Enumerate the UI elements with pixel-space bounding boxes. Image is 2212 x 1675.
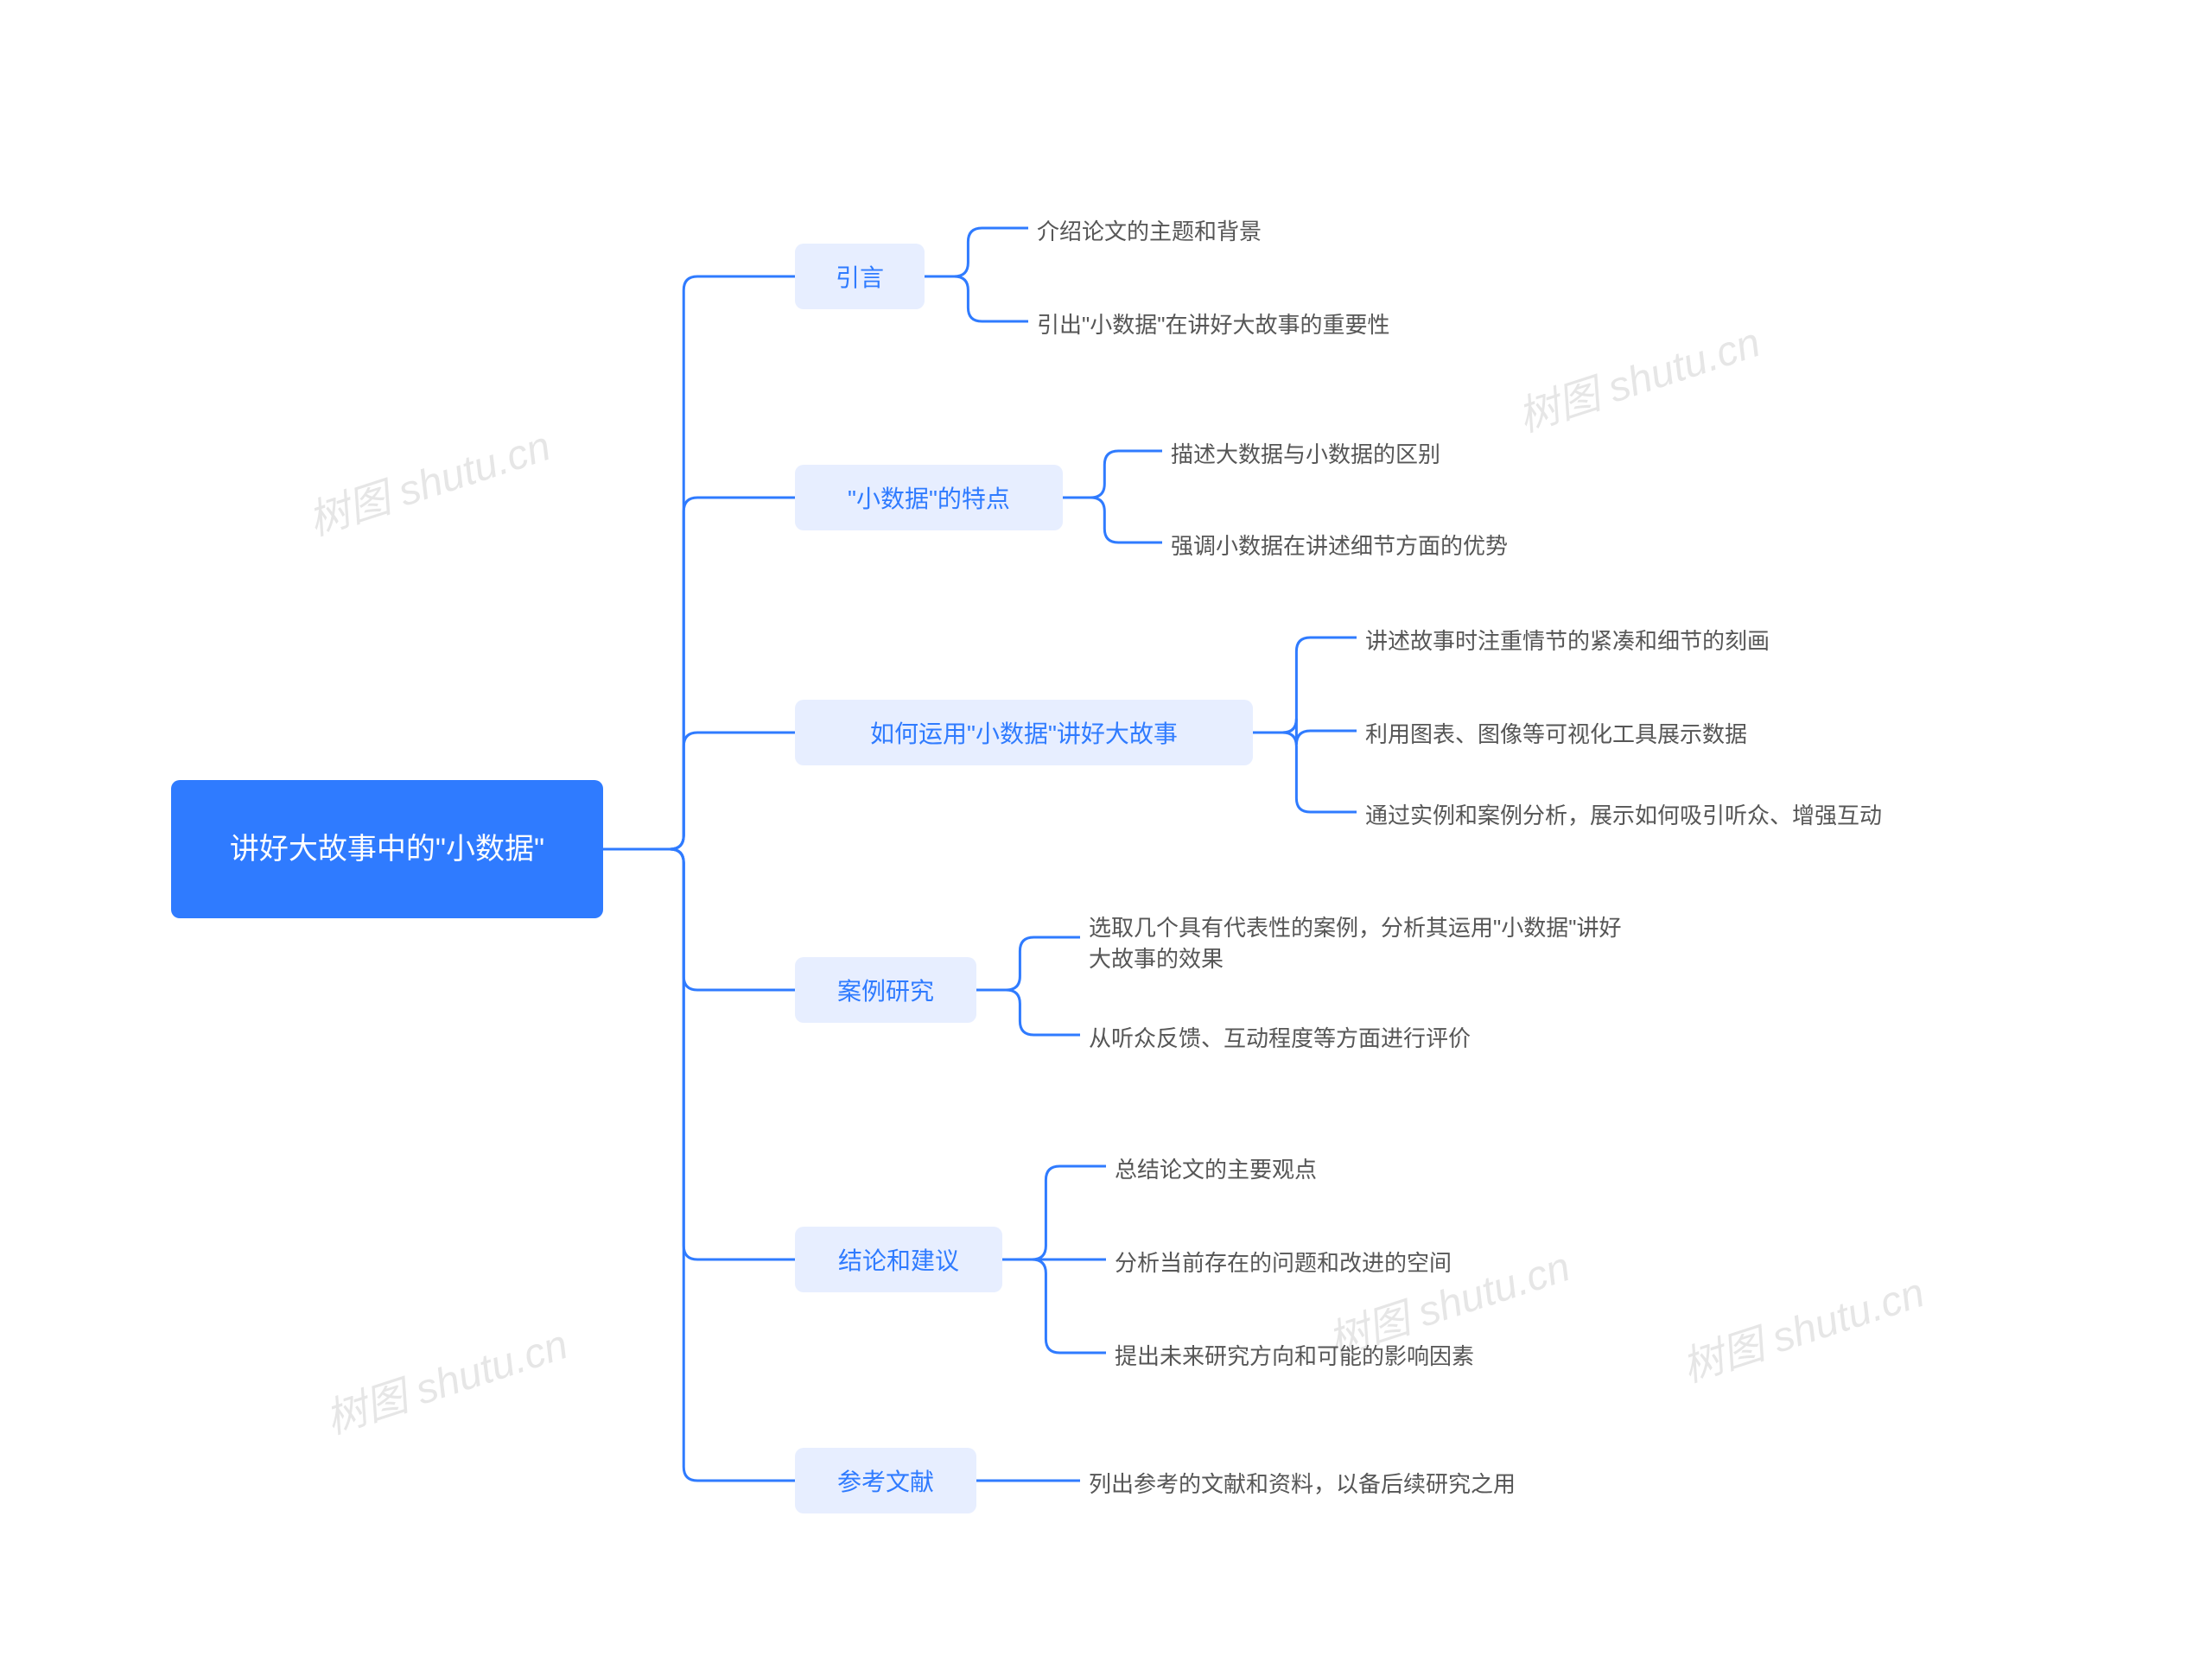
connector	[1002, 1259, 1106, 1353]
connector	[603, 849, 795, 1481]
branch-node[interactable]: "小数据"的特点	[795, 465, 1063, 530]
connector	[925, 228, 1028, 276]
connector	[1063, 498, 1162, 542]
connector	[603, 849, 795, 1259]
leaf-node[interactable]: 利用图表、图像等可视化工具展示数据	[1365, 714, 1747, 755]
connector	[603, 849, 795, 990]
leaf-node[interactable]: 引出"小数据"在讲好大故事的重要性	[1037, 304, 1389, 346]
leaf-node[interactable]: 分析当前存在的问题和改进的空间	[1115, 1242, 1452, 1284]
connector	[925, 276, 1028, 321]
connector	[603, 276, 795, 849]
connector	[976, 990, 1080, 1035]
root-node[interactable]: 讲好大故事中的"小数据"	[171, 780, 603, 918]
leaf-node[interactable]: 通过实例和案例分析，展示如何吸引听众、增强互动	[1365, 795, 1882, 836]
leaf-node[interactable]: 列出参考的文献和资料，以备后续研究之用	[1089, 1463, 1516, 1505]
leaf-node[interactable]: 提出未来研究方向和可能的影响因素	[1115, 1336, 1474, 1377]
branch-node[interactable]: 结论和建议	[795, 1227, 1002, 1292]
leaf-node[interactable]: 选取几个具有代表性的案例，分析其运用"小数据"讲好大故事的效果	[1089, 907, 1624, 980]
connector	[976, 937, 1080, 990]
branch-node[interactable]: 如何运用"小数据"讲好大故事	[795, 700, 1253, 765]
connector	[603, 498, 795, 849]
connector	[1253, 719, 1357, 745]
connector	[1063, 451, 1162, 498]
leaf-node[interactable]: 总结论文的主要观点	[1115, 1149, 1317, 1190]
branch-node[interactable]: 案例研究	[795, 957, 976, 1023]
leaf-node[interactable]: 强调小数据在讲述细节方面的优势	[1171, 525, 1508, 567]
leaf-node[interactable]: 讲述故事时注重情节的紧凑和细节的刻画	[1365, 620, 1770, 662]
connector	[603, 733, 795, 849]
leaf-node[interactable]: 从听众反馈、互动程度等方面进行评价	[1089, 1018, 1471, 1059]
leaf-node[interactable]: 介绍论文的主题和背景	[1037, 211, 1262, 252]
connector	[1002, 1166, 1106, 1259]
connector	[1253, 638, 1357, 733]
branch-node[interactable]: 引言	[795, 244, 925, 309]
connector	[1253, 733, 1357, 812]
branch-node[interactable]: 参考文献	[795, 1448, 976, 1513]
leaf-node[interactable]: 描述大数据与小数据的区别	[1171, 434, 1440, 475]
